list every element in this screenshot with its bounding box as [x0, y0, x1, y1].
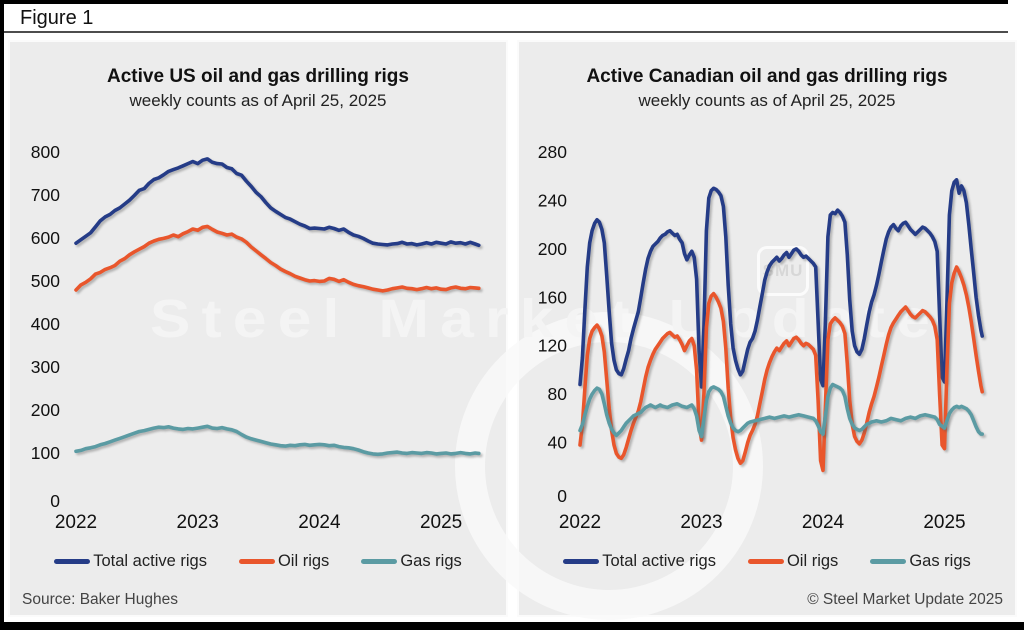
y-tick-label: 500 [31, 271, 60, 291]
header-divider [4, 31, 1008, 33]
x-tick-label: 2022 [55, 512, 97, 533]
series-line-total [578, 178, 985, 389]
canada-chart-panel: Active Canadian oil and gas drilling rig… [517, 40, 1017, 617]
y-tick-label: 100 [31, 443, 60, 463]
legend-item-gas: Gas rigs [870, 552, 971, 571]
legend-label-oil: Oil rigs [277, 552, 330, 570]
us-chart-canvas: 0 100 200 300 400 500 600 700 800 2022 2023 2024 202… [31, 142, 481, 533]
oil-rigs-swatch [747, 559, 784, 564]
oil-rigs-swatch [238, 559, 275, 564]
canada-chart-title: Active Canadian oil and gas drilling rig… [586, 66, 948, 87]
series-line-oil [578, 265, 985, 473]
gas-rigs-swatch [361, 559, 398, 564]
source-note: Source: Baker Hughes [22, 591, 178, 608]
us-chart-panel: Active US oil and gas drilling rigs week… [8, 40, 508, 617]
y-tick-label: 160 [538, 287, 567, 307]
y-tick-label: 700 [31, 185, 60, 205]
canada-chart-legend: Total active rigs Oil rigs Gas rigs [517, 552, 1017, 571]
legend-label-total: Total active rigs [93, 552, 207, 570]
x-tick-label: 2025 [420, 512, 462, 533]
legend-item-oil: Oil rigs [238, 552, 330, 571]
x-tick-label: 2022 [559, 512, 601, 533]
frame-left-border [0, 0, 4, 622]
legend-item-gas: Gas rigs [361, 552, 462, 571]
legend-item-total: Total active rigs [54, 552, 207, 571]
y-tick-label: 40 [548, 433, 568, 453]
series-line-oil [74, 224, 481, 293]
y-tick-label: 280 [538, 142, 567, 162]
x-tick-label: 2023 [177, 512, 219, 533]
x-tick-label: 2025 [923, 512, 965, 533]
y-tick-label: 300 [31, 357, 60, 377]
total-rigs-swatch [563, 559, 600, 564]
y-tick-label: 600 [31, 228, 60, 248]
series-line-total [74, 157, 481, 248]
y-tick-label: 240 [538, 190, 567, 210]
y-tick-label: 0 [557, 486, 567, 506]
canada-chart-subtitle: weekly counts as of April 25, 2025 [638, 91, 896, 110]
us-chart-title: Active US oil and gas drilling rigs [107, 66, 409, 87]
figure-header: Figure 1 [4, 4, 1008, 31]
y-tick-label: 200 [538, 239, 567, 259]
us-chart-subtitle: weekly counts as of April 25, 2025 [129, 91, 387, 110]
us-chart-legend: Total active rigs Oil rigs Gas rigs [8, 552, 508, 571]
y-tick-label: 120 [538, 336, 567, 356]
legend-label-total: Total active rigs [602, 552, 716, 570]
legend-item-oil: Oil rigs [747, 552, 839, 571]
series-line-gas [74, 424, 481, 457]
copyright-note: © Steel Market Update 2025 [807, 591, 1003, 608]
legend-label-gas: Gas rigs [400, 552, 462, 570]
series-line-gas [578, 382, 985, 439]
x-tick-label: 2024 [802, 512, 845, 533]
x-tick-label: 2024 [298, 512, 341, 533]
gas-rigs-swatch [870, 559, 907, 564]
y-tick-label: 80 [548, 384, 568, 404]
frame-top-border [0, 0, 1008, 4]
canada-chart-canvas: 0 40 80 120 160 200 240 280 2022 2023 2024 2025 [538, 142, 985, 533]
y-tick-label: 200 [31, 400, 60, 420]
legend-label-oil: Oil rigs [786, 552, 839, 570]
y-tick-label: 0 [50, 491, 60, 511]
y-tick-label: 800 [31, 142, 60, 162]
legend-item-total: Total active rigs [563, 552, 716, 571]
total-rigs-swatch [54, 559, 91, 564]
y-tick-label: 400 [31, 314, 60, 334]
frame-bottom-border [0, 622, 1024, 630]
x-tick-label: 2023 [680, 512, 722, 533]
legend-label-gas: Gas rigs [909, 552, 971, 570]
figure-label: Figure 1 [20, 7, 94, 29]
